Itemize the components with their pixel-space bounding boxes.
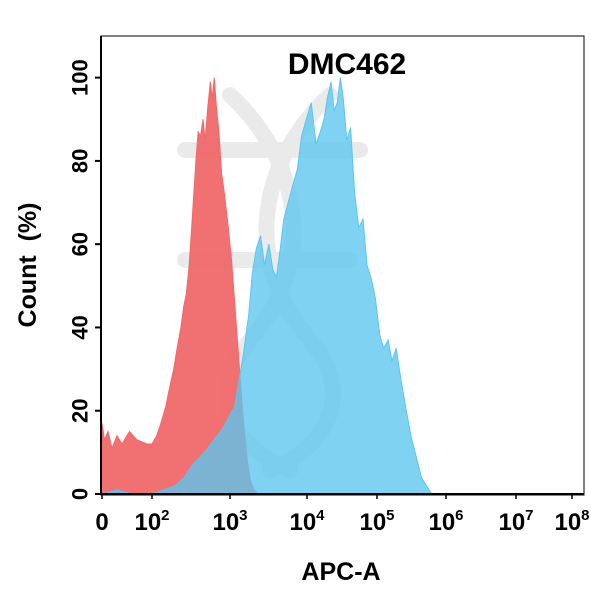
x-ticks: 0 102 103 104 105 106 107 108 (95, 494, 590, 536)
x-tick-label: 108 (554, 507, 589, 536)
histogram-series-1 (101, 77, 260, 495)
y-tick-label: 0 (68, 488, 93, 500)
y-tick-label: 60 (68, 232, 93, 256)
series-layer (101, 77, 433, 495)
x-axis-label: APC-A (301, 558, 380, 586)
x-tick-label: 107 (498, 507, 533, 536)
x-tick-label: 0 (95, 509, 108, 536)
x-tick-label: 105 (359, 507, 394, 536)
x-tick-label: 104 (289, 507, 325, 536)
y-tick-label: 80 (68, 149, 93, 173)
chart-title: DMC462 (288, 48, 406, 81)
y-tick-label: 40 (68, 315, 93, 339)
x-tick-label: 106 (428, 507, 463, 536)
x-tick-label: 103 (212, 507, 247, 536)
y-tick-label: 100 (68, 59, 93, 96)
y-ticks: 0 20 40 60 80 100 (68, 59, 101, 500)
y-tick-label: 20 (68, 398, 93, 422)
y-axis-label: Count (%) (14, 203, 42, 328)
histogram-series-2 (101, 77, 433, 495)
x-tick-label: 102 (134, 507, 169, 536)
